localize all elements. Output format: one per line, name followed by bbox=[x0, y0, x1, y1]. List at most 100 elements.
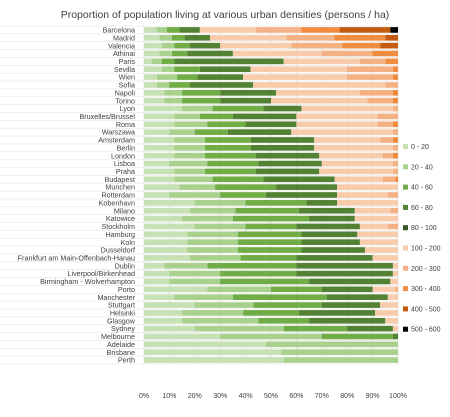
bar-koln-100-200 bbox=[359, 239, 398, 245]
bar-barcelona-20-40 bbox=[156, 27, 167, 33]
category-label-sevilla: Sevilla bbox=[114, 65, 135, 74]
bar-torino-60-80 bbox=[220, 97, 271, 104]
bar-melbourne-60-80 bbox=[392, 333, 398, 340]
category-label-hamburg: Hamburg bbox=[105, 230, 135, 239]
bar-valencia-300-400 bbox=[342, 42, 381, 49]
bar-stockholm-40-60 bbox=[245, 223, 297, 230]
bar-athinai-200-300 bbox=[321, 50, 373, 57]
bar-dublin-20-40 bbox=[164, 262, 208, 269]
bar-rotterdam-0-20 bbox=[144, 192, 170, 198]
x-tick-label: 50% bbox=[264, 393, 278, 400]
bar-katowice-100-200 bbox=[354, 215, 398, 222]
bar-valencia-100-200 bbox=[220, 42, 292, 49]
bar-dusseldorf-60-80 bbox=[301, 247, 365, 253]
bar-berlin-20-40 bbox=[174, 145, 205, 151]
bar-london-100-200 bbox=[319, 152, 383, 159]
bar-adelaide-0-20 bbox=[144, 341, 266, 348]
bar-sydney-0-20 bbox=[144, 325, 195, 332]
bar-manchester-0-20 bbox=[144, 294, 175, 301]
bar-london-200-300 bbox=[382, 152, 393, 159]
x-tick-label: 10% bbox=[162, 393, 176, 400]
bar-napoli-300-400 bbox=[392, 89, 398, 96]
category-label-amsterdam: Amsterdam bbox=[98, 136, 135, 145]
bar-berlin-200-300 bbox=[392, 145, 398, 151]
legend-label-300-400: 300 - 400 bbox=[411, 286, 441, 293]
category-label-milano: Milano bbox=[114, 206, 135, 215]
bar-kobenhavn-20-40 bbox=[194, 200, 246, 206]
x-tick-label: 60% bbox=[289, 393, 303, 400]
x-tick-label: 80% bbox=[340, 393, 354, 400]
bar-wien-0-20 bbox=[144, 74, 157, 80]
bar-barcelona-60-80 bbox=[179, 27, 200, 33]
bar-torino-40-60 bbox=[182, 97, 221, 104]
bar-napoli-40-60 bbox=[182, 89, 221, 96]
bar-birmingham-wolverhampton-60-80 bbox=[309, 278, 391, 285]
bar-berlin-40-60 bbox=[204, 145, 251, 151]
legend-label-20-40: 20 - 40 bbox=[411, 164, 433, 171]
bar-kobenhavn-100-200 bbox=[337, 200, 398, 206]
category-label-stockholm: Stockholm bbox=[101, 222, 135, 231]
bar-sydney-20-40 bbox=[194, 325, 284, 332]
bar-london-60-80 bbox=[255, 152, 320, 159]
x-tick-label: 30% bbox=[213, 393, 227, 400]
legend-label-80-100: 80 - 100 bbox=[411, 225, 437, 232]
category-label-paris: Paris bbox=[119, 57, 136, 66]
category-label-kobenhavn: Kobenhavn bbox=[99, 198, 135, 207]
bar-koln-0-20 bbox=[144, 239, 188, 245]
bar-glasgow-40-60 bbox=[258, 317, 310, 324]
bar-roma-200-300 bbox=[377, 121, 393, 128]
bar-dusseldorf-0-20 bbox=[144, 247, 188, 253]
bar-frankfurt-am-main-offenbach-hanau-20-40 bbox=[189, 255, 241, 261]
bar-wien-100-200 bbox=[243, 74, 348, 80]
bar-bruxelles-brussel-60-80 bbox=[232, 113, 297, 120]
bar-berlin-100-200 bbox=[314, 145, 393, 151]
bar-katowice-0-20 bbox=[144, 215, 183, 222]
bar-rotterdam-40-60 bbox=[220, 192, 266, 198]
x-tick-label: 100% bbox=[389, 393, 407, 400]
bar-sofia-60-80 bbox=[189, 82, 254, 88]
bar-stockholm-0-20 bbox=[144, 223, 195, 230]
bar-bruxelles-brussel-200-300 bbox=[377, 113, 398, 120]
bar-barcelona-200-300 bbox=[255, 27, 302, 33]
bar-liverpool-birkenhead-100-200 bbox=[392, 270, 398, 277]
bar-frankfurt-am-main-offenbach-hanau-0-20 bbox=[144, 255, 190, 261]
category-label-valencia: Valencia bbox=[108, 41, 135, 50]
category-label-perth: Perth bbox=[118, 356, 135, 365]
category-label-sydney: Sydney bbox=[111, 324, 135, 333]
bar-sevilla-300-400 bbox=[392, 66, 398, 73]
bar-budapest-200-300 bbox=[382, 176, 396, 183]
bar-barcelona-0-20 bbox=[144, 27, 157, 33]
bar-berlin-60-80 bbox=[250, 145, 315, 151]
bar-sydney-40-60 bbox=[283, 325, 348, 332]
bar-wien-300-400 bbox=[392, 74, 398, 80]
bar-porto-200-300 bbox=[395, 286, 398, 293]
bar-valencia-40-60 bbox=[174, 42, 190, 49]
bar-athinai-300-400 bbox=[372, 50, 398, 57]
bar-athinai-60-80 bbox=[187, 50, 233, 57]
bar-helsinki-20-40 bbox=[182, 310, 244, 316]
bar-glasgow-20-40 bbox=[182, 317, 259, 324]
bar-helsinki-40-60 bbox=[243, 310, 299, 316]
bar-roma-300-400 bbox=[392, 121, 398, 128]
bar-stockholm-100-200 bbox=[359, 223, 388, 230]
bar-budapest-60-80 bbox=[263, 176, 335, 183]
bar-lyon-100-200 bbox=[301, 105, 393, 112]
bar-praha-100-200 bbox=[319, 168, 393, 175]
category-label-madrid: Madrid bbox=[113, 33, 135, 42]
category-label-brisbane: Brisbane bbox=[107, 348, 135, 357]
bar-perth-20-40 bbox=[283, 357, 398, 363]
bar-barcelona-400-500 bbox=[339, 27, 391, 33]
category-label-liverpool-birkenhead: Liverpool/Birkenhead bbox=[67, 269, 135, 278]
bar-porto-0-20 bbox=[144, 286, 208, 293]
bar-warszawa-60-80 bbox=[227, 129, 292, 135]
bar-valencia-400-500 bbox=[380, 42, 398, 49]
bar-adelaide-20-40 bbox=[265, 341, 398, 348]
bar-valencia-60-80 bbox=[189, 42, 221, 49]
bar-napoli-0-20 bbox=[144, 89, 165, 96]
bar-milano-100-200 bbox=[354, 207, 391, 214]
bar-barcelona-500-600 bbox=[390, 27, 398, 33]
bar-paris-20-40 bbox=[151, 58, 162, 65]
bar-lisboa-40-60 bbox=[207, 160, 259, 167]
category-label-koln: Koln bbox=[121, 238, 135, 247]
